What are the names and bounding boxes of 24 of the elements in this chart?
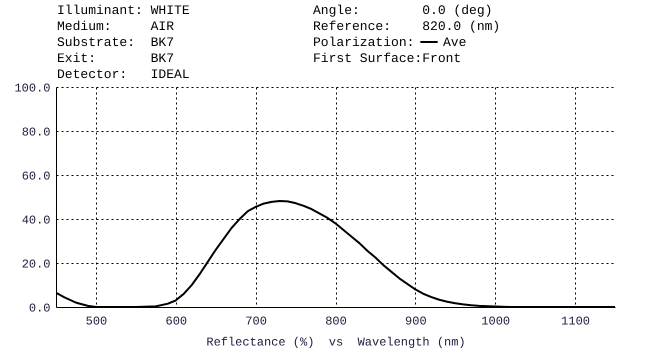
- x-tick-label: 500: [86, 314, 108, 328]
- text: Angle: 0.0 (deg): [313, 3, 492, 18]
- y-tick-label: 60.0: [22, 170, 50, 184]
- x-tick-label: 800: [325, 314, 347, 328]
- y-tick-label: 100.0: [14, 82, 50, 96]
- y-tick-label: 80.0: [22, 126, 50, 140]
- text: Substrate: BK7: [57, 35, 174, 50]
- text: Exit: BK7: [57, 51, 174, 66]
- legend-label: Ave: [443, 35, 466, 50]
- x-axis-title: Reflectance (%) vs Wavelength (nm): [206, 336, 466, 350]
- y-tick-label: 20.0: [22, 258, 50, 272]
- text: Illuminant: WHITE: [57, 3, 190, 18]
- y-tick-label: 0.0: [28, 302, 50, 316]
- x-tick-label: 600: [165, 314, 188, 328]
- x-tick-label: 700: [245, 314, 267, 328]
- text: Polarization:: [313, 35, 414, 50]
- text: Medium: AIR: [57, 19, 174, 34]
- text: First Surface:Front: [313, 51, 462, 66]
- x-tick-label: 1100: [561, 314, 590, 328]
- text: Detector: IDEAL: [57, 67, 190, 82]
- x-tick-label: 900: [405, 314, 427, 328]
- x-tick-label: 1000: [481, 314, 510, 328]
- text: Reference: 820.0 (nm): [313, 19, 500, 34]
- y-tick-label: 40.0: [22, 214, 50, 228]
